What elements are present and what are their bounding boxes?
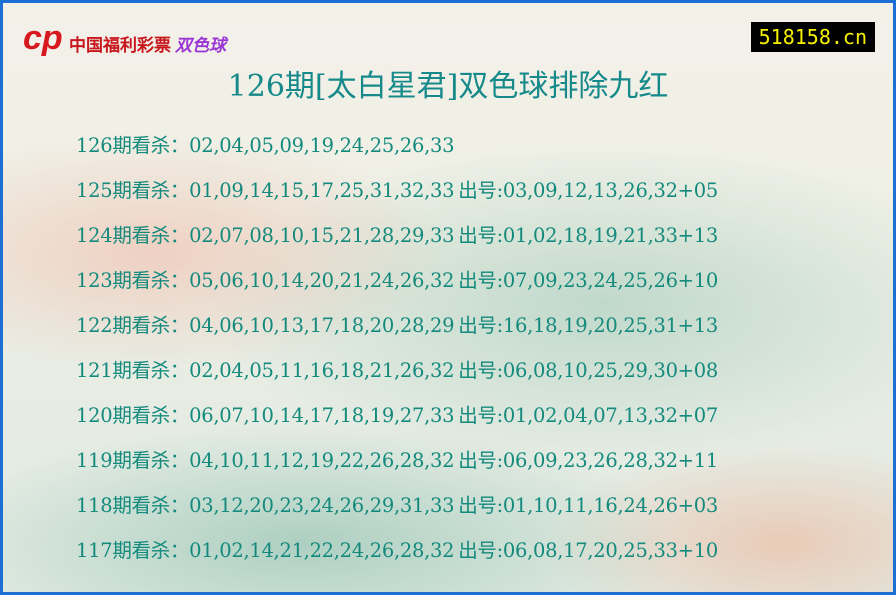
row-period: 126期看杀： bbox=[76, 134, 190, 157]
lottery-logo: cp 中国福利彩票 双色球 bbox=[23, 19, 226, 61]
row-result: 出号:06,08,17,20,25,33+10 bbox=[458, 539, 718, 562]
list-item: 126期看杀：02,04,05,09,19,24,25,26,33 bbox=[76, 131, 718, 176]
row-result: 出号:01,02,04,07,13,32+07 bbox=[458, 404, 718, 427]
row-kill: 01,02,14,21,22,24,26,28,32 bbox=[189, 539, 455, 562]
logo-brand: 双色球 bbox=[175, 35, 226, 56]
list-item: 119期看杀：04,10,11,12,19,22,26,28,32 出号:06,0… bbox=[76, 446, 718, 491]
logo-text: 中国福利彩票 bbox=[69, 35, 171, 56]
row-result: 出号:06,09,23,26,28,32+11 bbox=[458, 449, 718, 472]
row-period: 123期看杀： bbox=[76, 269, 190, 292]
row-period: 120期看杀： bbox=[76, 404, 190, 427]
list-item: 117期看杀：01,02,14,21,22,24,26,28,32 出号:06,0… bbox=[76, 536, 718, 581]
row-kill: 04,10,11,12,19,22,26,28,32 bbox=[189, 449, 455, 472]
page-title: 126期[太白星君]双色球排除九红 bbox=[227, 69, 669, 104]
row-period: 125期看杀： bbox=[76, 179, 190, 202]
row-period: 119期看杀： bbox=[76, 449, 190, 472]
cwl-logo-icon: cp bbox=[23, 19, 63, 57]
list-item: 123期看杀：05,06,10,14,20,21,24,26,32 出号:07,0… bbox=[76, 266, 718, 311]
row-period: 124期看杀： bbox=[76, 224, 190, 247]
row-period: 121期看杀： bbox=[76, 359, 190, 382]
list-item: 121期看杀：02,04,05,11,16,18,21,26,32 出号:06,0… bbox=[76, 356, 718, 401]
row-result: 出号:01,10,11,16,24,26+03 bbox=[458, 494, 718, 517]
row-kill: 05,06,10,14,20,21,24,26,32 bbox=[189, 269, 455, 292]
row-kill: 03,12,20,23,24,26,29,31,33 bbox=[189, 494, 455, 517]
list-item: 120期看杀：06,07,10,14,17,18,19,27,33 出号:01,0… bbox=[76, 401, 718, 446]
row-result: 出号:06,08,10,25,29,30+08 bbox=[458, 359, 718, 382]
list-item: 118期看杀：03,12,20,23,24,26,29,31,33 出号:01,1… bbox=[76, 491, 718, 536]
row-kill: 01,09,14,15,17,25,31,32,33 bbox=[189, 179, 455, 202]
row-result: 出号:01,02,18,19,21,33+13 bbox=[458, 224, 718, 247]
prediction-list: 126期看杀：02,04,05,09,19,24,25,26,33 125期看杀：… bbox=[76, 131, 718, 581]
row-result: 出号:07,09,23,24,25,26+10 bbox=[458, 269, 718, 292]
row-kill: 04,06,10,13,17,18,20,28,29 bbox=[189, 314, 455, 337]
row-result: 出号:03,09,12,13,26,32+05 bbox=[458, 179, 718, 202]
list-item: 122期看杀：04,06,10,13,17,18,20,28,29 出号:16,1… bbox=[76, 311, 718, 356]
row-result: 出号:16,18,19,20,25,31+13 bbox=[458, 314, 718, 337]
row-period: 122期看杀： bbox=[76, 314, 190, 337]
row-kill: 06,07,10,14,17,18,19,27,33 bbox=[189, 404, 455, 427]
list-item: 125期看杀：01,09,14,15,17,25,31,32,33 出号:03,0… bbox=[76, 176, 718, 221]
row-kill: 02,04,05,09,19,24,25,26,33 bbox=[189, 134, 455, 157]
row-period: 118期看杀： bbox=[76, 494, 190, 517]
row-kill: 02,07,08,10,15,21,28,29,33 bbox=[189, 224, 455, 247]
site-badge: 518158.cn bbox=[750, 22, 875, 52]
row-kill: 02,04,05,11,16,18,21,26,32 bbox=[189, 359, 455, 382]
row-period: 117期看杀： bbox=[76, 539, 190, 562]
list-item: 124期看杀：02,07,08,10,15,21,28,29,33 出号:01,0… bbox=[76, 221, 718, 266]
